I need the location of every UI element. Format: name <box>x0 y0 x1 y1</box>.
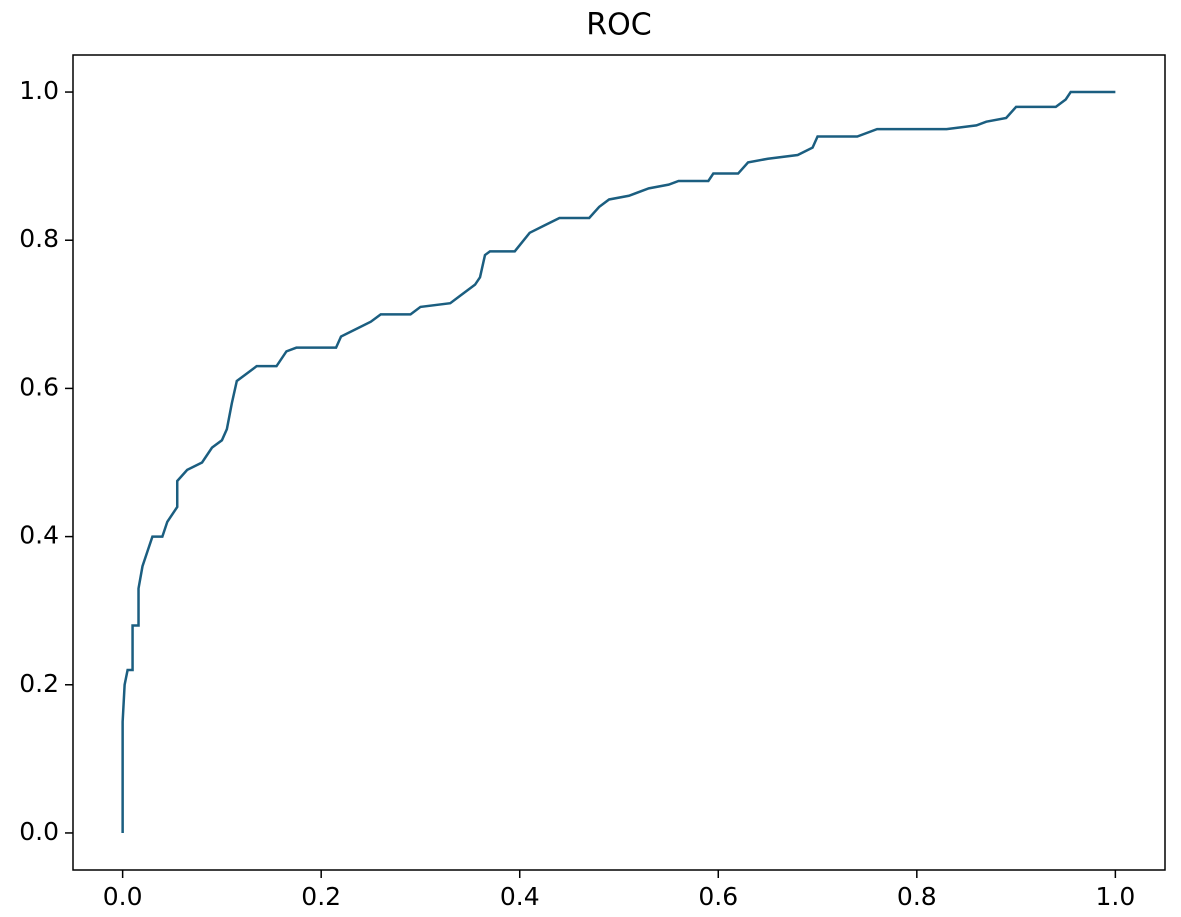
x-tick-label: 0.8 <box>897 882 937 911</box>
y-tick-label: 0.4 <box>19 521 59 550</box>
x-tick-label: 1.0 <box>1095 882 1135 911</box>
x-tick-label: 0.6 <box>698 882 738 911</box>
x-tick-label: 0.0 <box>103 882 143 911</box>
chart-title: ROC <box>586 8 651 43</box>
y-tick-label: 0.6 <box>19 372 59 401</box>
x-tick-label: 0.2 <box>301 882 341 911</box>
roc-line <box>121 90 1116 833</box>
x-tick-label: 0.4 <box>500 882 540 911</box>
plot-frame <box>72 54 1166 871</box>
y-tick-label: 0.0 <box>19 817 59 846</box>
y-tick-label: 0.8 <box>19 224 59 253</box>
y-tick-label: 0.2 <box>19 669 59 698</box>
y-tick-label: 1.0 <box>19 76 59 105</box>
